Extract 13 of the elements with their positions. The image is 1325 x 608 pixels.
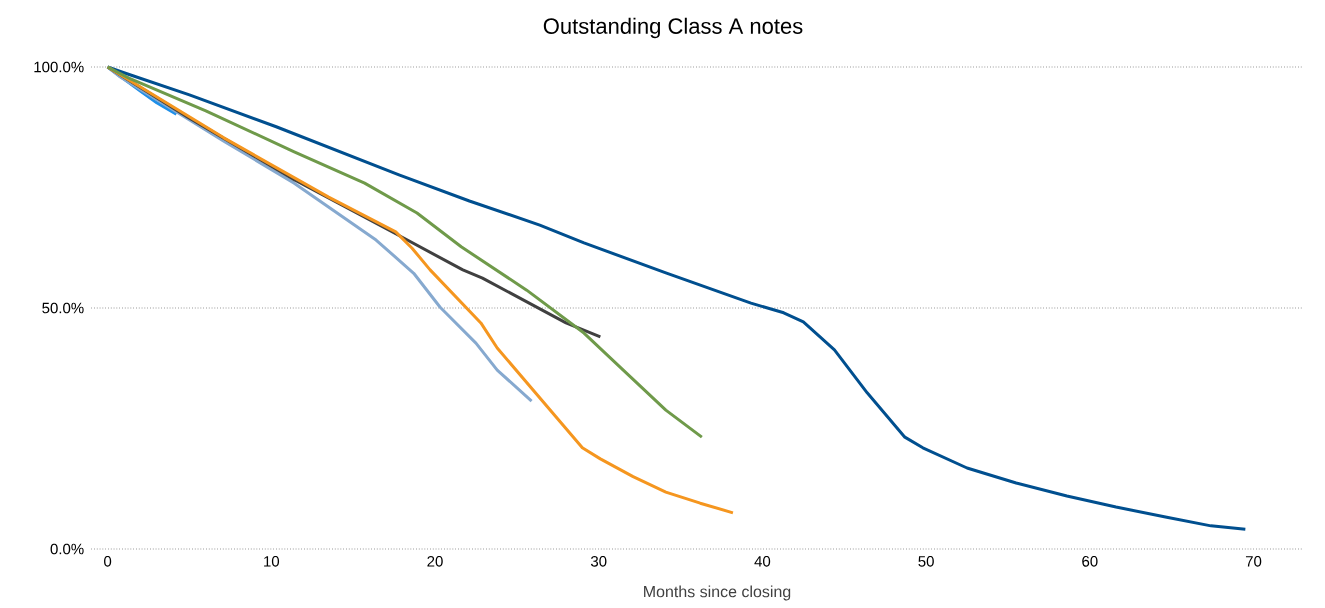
x-tick-label: 60 [1082, 556, 1098, 567]
x-tick-label: 30 [590, 556, 607, 567]
x-tick-label: 20 [427, 556, 443, 567]
y-tick-label: 50.0% [42, 302, 84, 314]
x-tick-label: 70 [1245, 556, 1262, 567]
x-tick-label: 40 [754, 556, 771, 567]
x-tick-label: 10 [264, 556, 280, 567]
y-tick-label: 100.0% [34, 61, 84, 73]
x-tick-label: 50 [918, 556, 934, 567]
x-axis-title: Months since closing [644, 585, 791, 601]
x-tick-label: 0 [104, 556, 112, 567]
chart-title: Outstanding Class A notes [543, 17, 803, 39]
y-tick-label: 0.0% [50, 543, 84, 555]
